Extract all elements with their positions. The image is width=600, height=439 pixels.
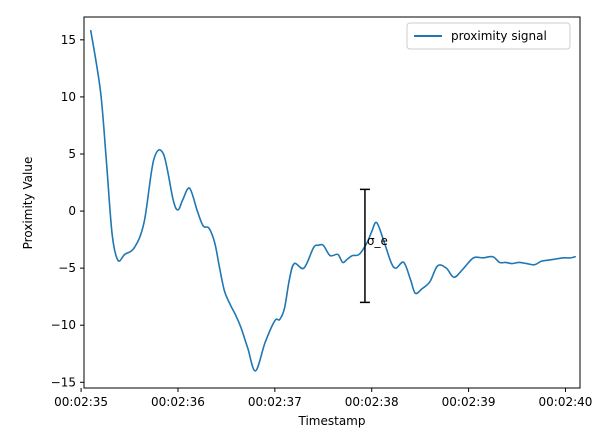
- series-line-proximity-signal: [89, 29, 576, 372]
- x-tick-label: 00:02:36: [151, 395, 205, 409]
- x-tick-label: 00:02:37: [248, 395, 302, 409]
- y-tick-label: 0: [68, 204, 76, 218]
- y-tick-label: −15: [51, 375, 76, 389]
- x-axis-title: Timestamp: [298, 414, 366, 428]
- legend-label-proximity-signal: proximity signal: [451, 29, 547, 43]
- y-axis-title: Proximity Value: [21, 157, 35, 250]
- y-tick-label: −10: [51, 318, 76, 332]
- x-axis-ticks: 00:02:35 00:02:36 00:02:37 00:02:38 00:02:39…: [54, 388, 592, 409]
- legend: proximity signal: [406, 22, 571, 50]
- series-layer: [89, 29, 576, 372]
- annotation-layer: σ_e: [359, 188, 388, 304]
- error-bar-label: σ_e: [367, 234, 388, 248]
- x-tick-label: 00:02:38: [345, 395, 399, 409]
- x-tick-label: 00:02:35: [54, 395, 108, 409]
- y-tick-label: 15: [61, 33, 76, 47]
- y-tick-label: 10: [61, 90, 76, 104]
- axes-frame: [83, 16, 581, 389]
- x-tick-label: 00:02:40: [539, 395, 593, 409]
- legend-box: [406, 22, 571, 50]
- y-axis-ticks: 15 10 5 0 −5 −10 −15: [51, 33, 84, 389]
- y-tick-label: −5: [58, 261, 76, 275]
- y-tick-label: 5: [68, 147, 76, 161]
- x-tick-label: 00:02:39: [442, 395, 496, 409]
- plot-area: [83, 16, 581, 389]
